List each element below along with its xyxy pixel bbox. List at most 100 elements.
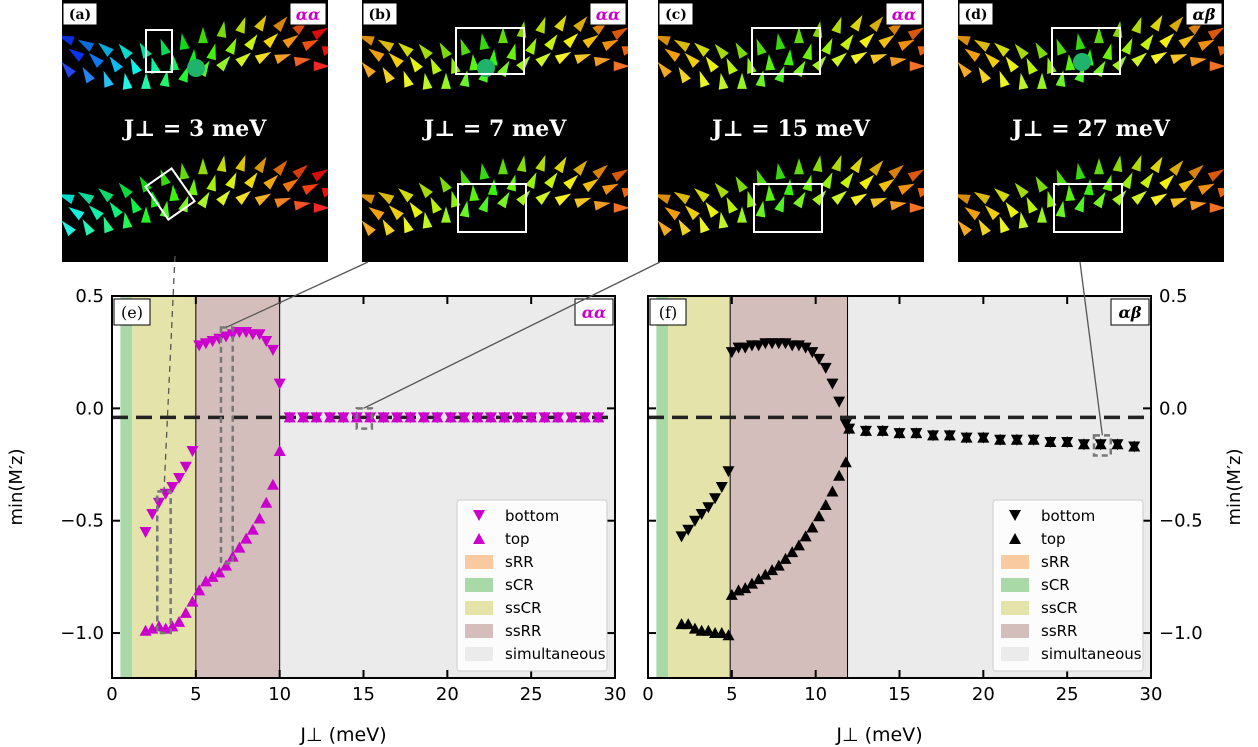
y-tick-label: −0.5 — [60, 511, 104, 532]
legend-box — [992, 499, 1144, 672]
bottom-marker — [213, 333, 226, 345]
spin-cone — [1102, 174, 1112, 192]
spin-cone — [699, 216, 710, 234]
spin-cone — [574, 53, 592, 65]
y-axis-label: min(M′z) — [6, 448, 27, 525]
inset-config-label: αβ — [1193, 5, 1216, 24]
highlight-box — [753, 183, 823, 233]
spin-cone — [122, 72, 133, 90]
spin-cone — [563, 33, 579, 49]
spin-cone — [321, 187, 328, 198]
spin-cone — [958, 194, 971, 205]
bottom-marker — [173, 473, 186, 485]
spin-cone — [1150, 51, 1168, 65]
top-marker — [260, 496, 273, 508]
spin-cone — [274, 53, 292, 65]
spin-cone — [82, 66, 95, 84]
core-spin — [187, 59, 205, 77]
y-tick-label: −1.0 — [1159, 623, 1203, 644]
spin-cone — [98, 42, 114, 57]
spin-cone — [382, 66, 395, 84]
inset-tag-box — [62, 2, 98, 26]
spin-cone — [563, 174, 579, 190]
spin-cone — [98, 188, 114, 203]
spin-cone — [737, 206, 747, 223]
bottom-marker — [146, 508, 159, 520]
bottom-marker — [253, 329, 266, 341]
inset-config-box — [1185, 2, 1223, 26]
top-marker — [484, 411, 497, 423]
top-marker — [213, 566, 226, 578]
spin-cone — [1197, 39, 1215, 52]
spin-cone — [216, 21, 227, 38]
x-tick-label: 15 — [352, 684, 375, 705]
inset-config-label: αα — [892, 5, 917, 24]
spin-cone — [840, 172, 854, 189]
spin-field — [658, 15, 924, 237]
spin-cone — [889, 200, 907, 211]
spin-cone — [756, 169, 767, 187]
spin-cone — [601, 183, 619, 196]
legend-swatch-ssCR — [1001, 601, 1029, 615]
spin-cone — [1169, 16, 1184, 33]
top-marker — [1111, 438, 1124, 450]
spin-cone — [775, 162, 786, 180]
spin-cone — [658, 35, 671, 46]
y-axis-label: min(M′z) — [1224, 448, 1245, 525]
top-marker — [444, 411, 457, 423]
spin-cone — [1035, 42, 1048, 59]
legend-label: sCR — [1041, 576, 1070, 594]
spin-cone — [821, 38, 833, 55]
spin-cone — [1056, 169, 1067, 187]
bottom-marker — [199, 338, 212, 350]
inset-panel: (b) αα J⊥ = 7 meV — [362, 0, 628, 262]
legend-swatch-sCR — [465, 578, 493, 592]
spin-cone — [388, 205, 404, 221]
spin-cone — [1005, 56, 1019, 73]
spin-cone — [109, 56, 123, 73]
spin-cone — [621, 46, 628, 56]
legend-label: ssCR — [1041, 599, 1078, 617]
spin-cone — [593, 56, 611, 67]
spin-cone — [103, 70, 114, 88]
legend-swatch-ssCR — [465, 601, 493, 615]
top-marker — [752, 573, 765, 585]
top-marker — [792, 539, 805, 551]
top-marker — [1094, 438, 1107, 450]
spin-cone — [978, 219, 991, 236]
spin-cone — [737, 72, 747, 89]
spin-cone — [506, 43, 516, 61]
spin-cone — [850, 51, 868, 65]
spin-cone — [1209, 61, 1224, 72]
plot-0: 0 5 10 15 20 25 30 0.5 0.0 −0.5 −1.0 J⊥ (meV) min(M′… — [6, 286, 626, 746]
spin-cone — [206, 174, 216, 192]
spin-cone — [159, 200, 170, 218]
spin-cone — [439, 176, 452, 193]
spin-cone — [321, 46, 328, 56]
spin-cone — [850, 15, 863, 32]
spin-cone — [225, 172, 237, 190]
spin-cone — [368, 48, 385, 62]
spin-texture-insets: (a) αα J⊥ = 3 meV (b) αα J⊥ = 7 meV (c) αα J⊥ = … — [62, 0, 1224, 262]
x-tick-label: 20 — [436, 684, 459, 705]
spin-cone — [658, 194, 671, 205]
legend-label: simultaneous — [505, 645, 606, 663]
top-marker — [715, 627, 728, 639]
spin-cone — [535, 52, 551, 67]
spin-cone — [1131, 52, 1147, 67]
spin-cone — [907, 27, 924, 41]
spin-cone — [535, 190, 551, 205]
legend-box — [456, 499, 608, 672]
top-marker — [910, 427, 923, 439]
spin-cone — [554, 156, 567, 174]
spin-cone — [362, 62, 376, 78]
spin-cone — [244, 172, 258, 189]
region-sCR — [120, 296, 133, 678]
top-marker — [310, 411, 323, 423]
legend-label: bottom — [1041, 507, 1095, 525]
spin-cone — [621, 187, 628, 198]
spin-cone — [658, 220, 672, 237]
top-marker — [994, 433, 1007, 445]
top-marker — [843, 422, 856, 434]
